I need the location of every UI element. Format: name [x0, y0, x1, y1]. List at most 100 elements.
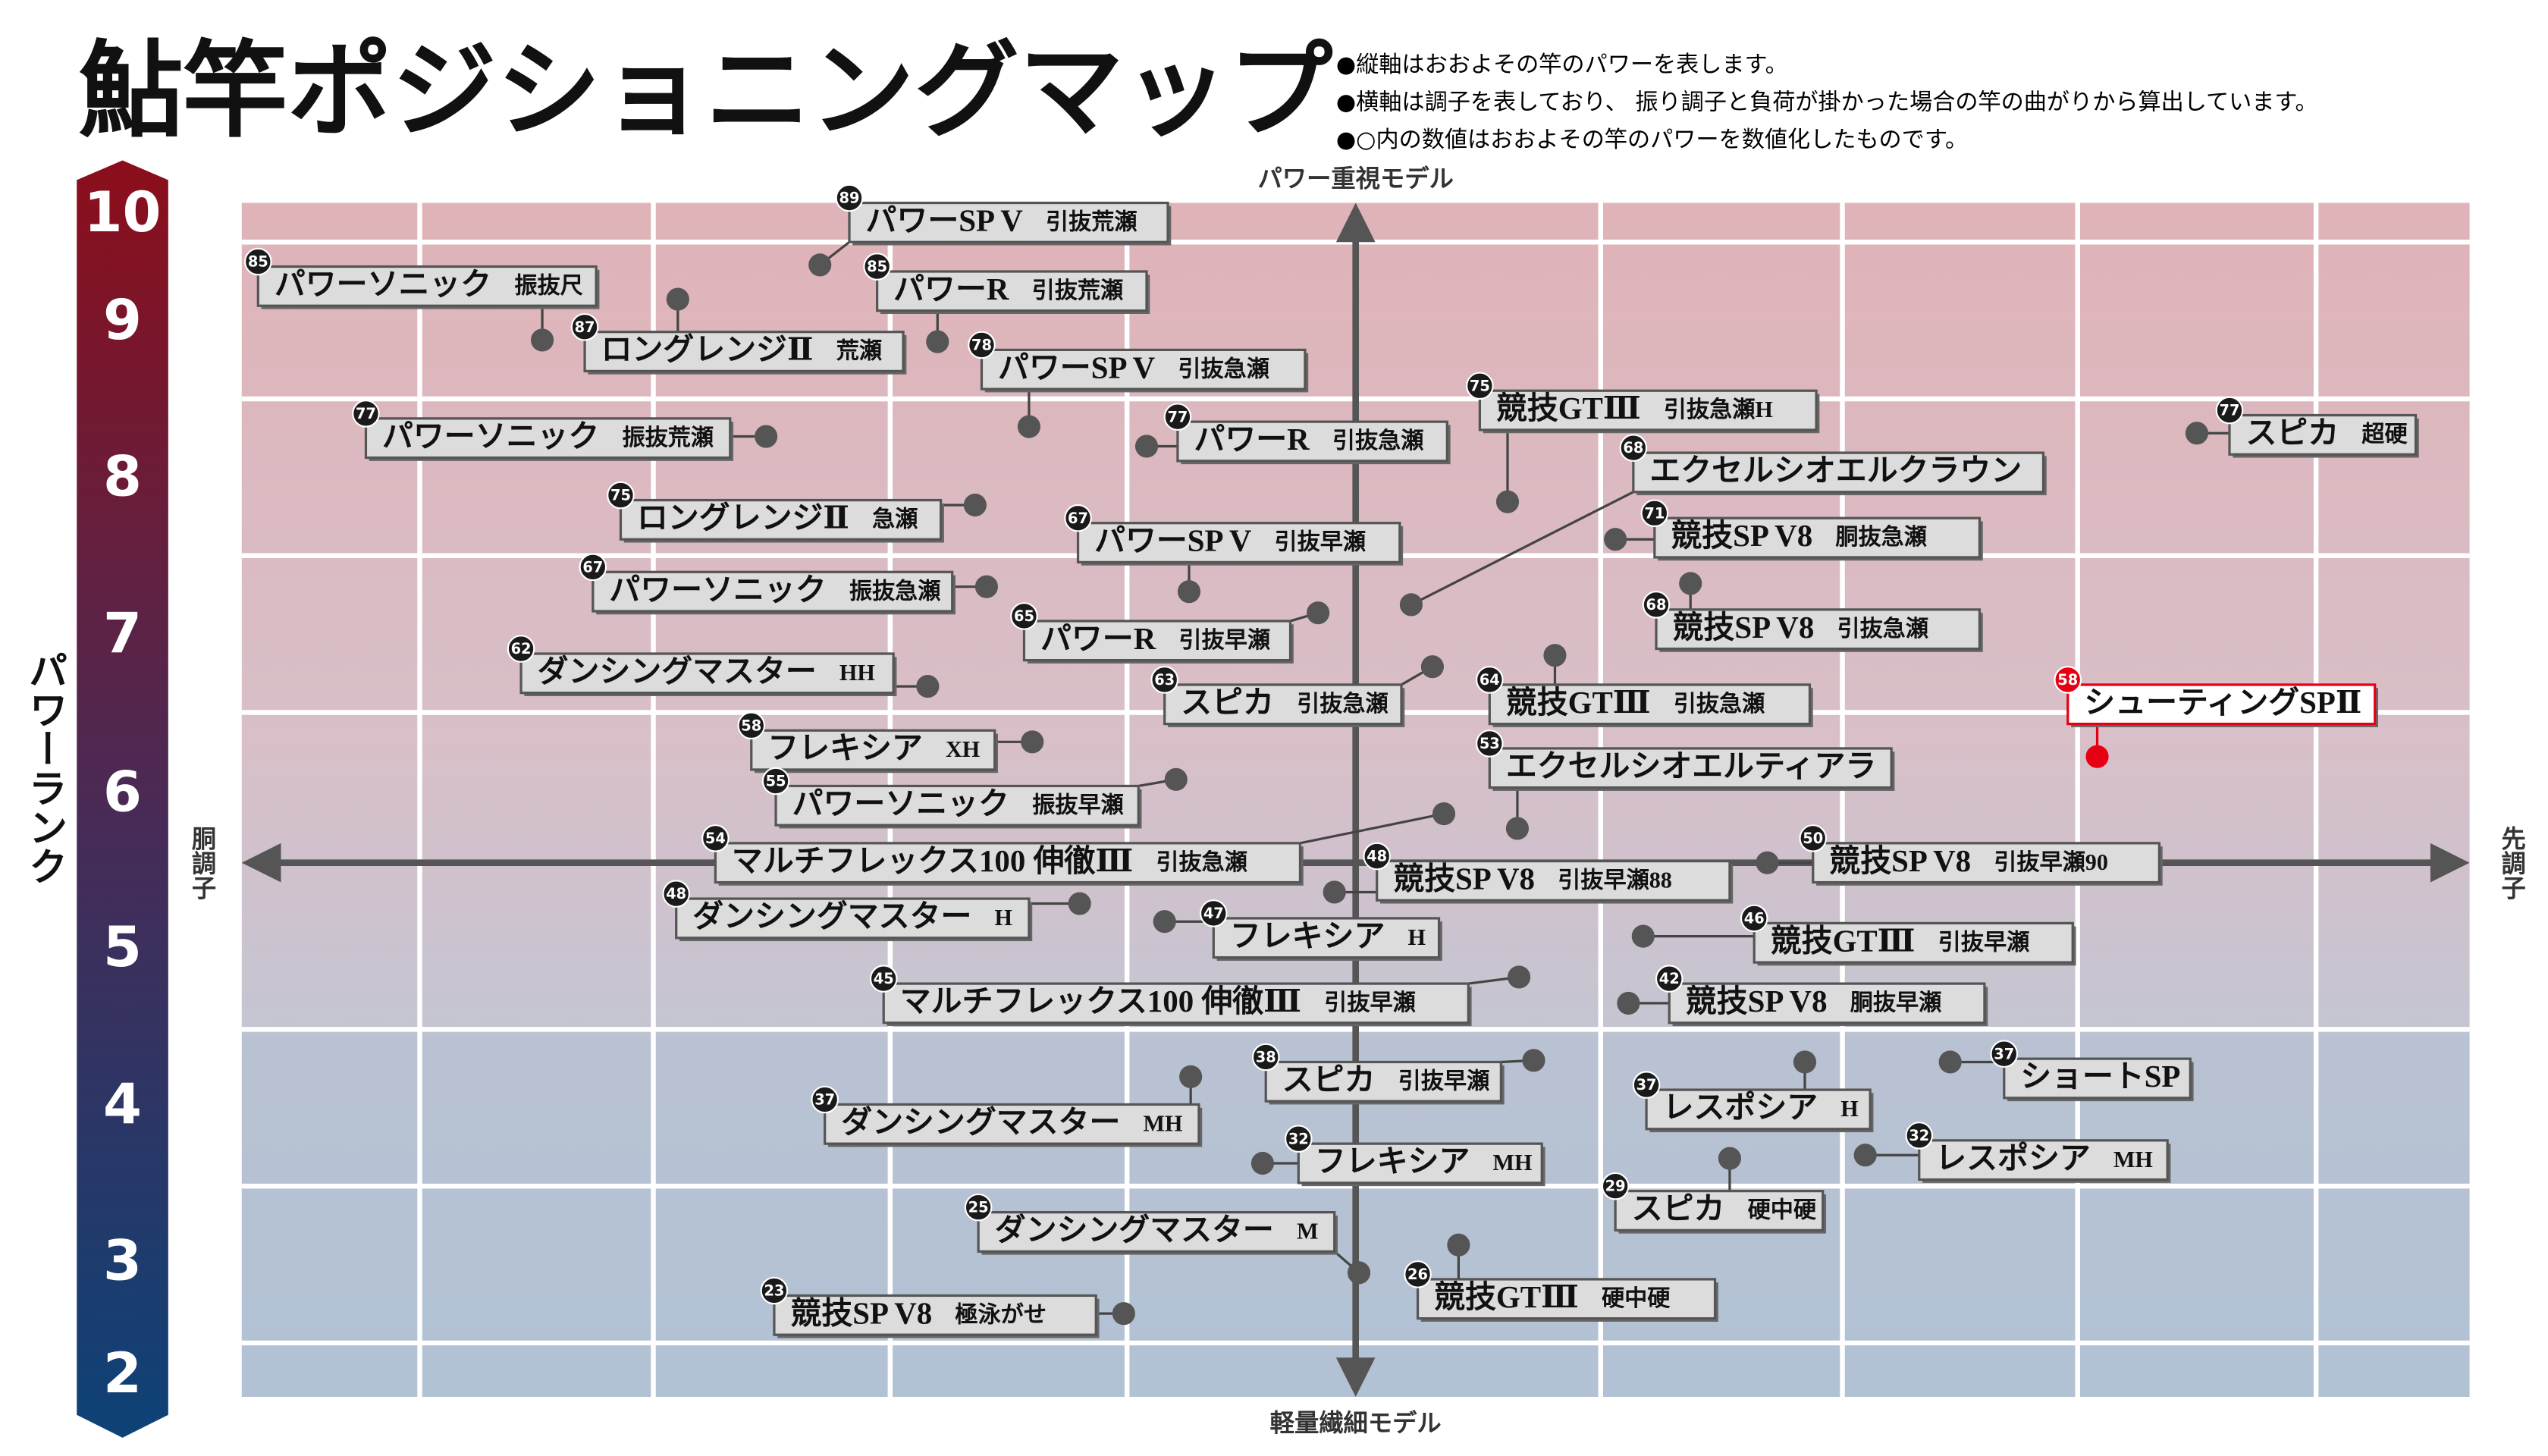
label-box [1416, 1278, 1717, 1320]
product-name: レスポシア [1663, 1090, 1818, 1125]
power-value: 58 [741, 717, 761, 734]
label-box [875, 270, 1148, 312]
product-dot [1323, 880, 1346, 904]
product-label: パワーソニック 振抜荒瀬 [382, 419, 714, 453]
note: ●横軸は調子を表しており、 振り調子と負荷が掛かった場合の竿の曲がりから算出して… [1336, 89, 2318, 116]
label-box [2066, 683, 2377, 726]
product-model: H [1840, 1096, 1858, 1122]
product-label: パワーR 引抜荒瀬 [893, 272, 1123, 306]
product-model: 引抜早瀬 [1274, 529, 1366, 555]
product: 競技GTⅢ 引抜早瀬 46 [1631, 904, 2076, 966]
rank-number: 4 [103, 1072, 142, 1137]
product: パワーSP V 引抜荒瀬 89 [808, 184, 1172, 277]
product-name: スピカ [1632, 1192, 1725, 1226]
product-model: 振抜尺 [514, 272, 582, 298]
product-label: スピカ 引抜急瀬 [1181, 686, 1388, 720]
power-value: 26 [1407, 1266, 1428, 1283]
product: スピカ 引抜急瀬 63 [1150, 655, 1444, 727]
power-badge [1640, 499, 1669, 528]
label-box [1918, 1139, 2169, 1181]
product-name: 競技SP V8 [1671, 519, 1812, 554]
product-dot [1718, 1147, 1741, 1170]
product: パワーSP V 引抜早瀬 67 [1064, 504, 1404, 604]
product-dot [808, 253, 832, 277]
power-value: 89 [839, 190, 860, 207]
rank-number: 2 [103, 1341, 142, 1406]
product: 競技SP V8 引抜急瀬 68 [1642, 572, 1983, 652]
power-value: 68 [1623, 439, 1643, 457]
product-label: エクセルシオエルクラウン [1649, 453, 2022, 488]
power-value: 67 [1068, 510, 1088, 527]
power-value: 68 [1646, 596, 1667, 613]
note: ●縦軸はおおよその竿のパワーを表します。 [1336, 52, 1788, 78]
product-model: MH [1493, 1150, 1533, 1175]
product-label: レスポシア MH [1935, 1141, 2153, 1175]
product-name: パワーR [1040, 622, 1156, 656]
product-dot [1508, 965, 1531, 989]
product: パワーSP V 引抜急瀬 78 [968, 331, 1309, 438]
product-name: フレキシア [767, 732, 923, 766]
connector [1300, 812, 1445, 845]
product-dot [916, 675, 940, 698]
rank-number: 3 [103, 1229, 142, 1294]
label-box [256, 265, 598, 307]
product: パワーソニック 振抜急瀬 67 [579, 553, 998, 615]
power-badge [863, 253, 891, 281]
power-badge [1466, 372, 1494, 400]
product-dot [1250, 1151, 1274, 1175]
power-badge [1990, 1040, 2019, 1068]
product-label: エクセルシオエルティアラ [1506, 749, 1876, 783]
product: 競技SP V8 極泳がせ 23 [760, 1276, 1135, 1338]
product-model: 胴抜早瀬 [1850, 990, 1942, 1015]
product-model: H [1408, 924, 1426, 950]
product-dot [1134, 435, 1159, 458]
product-model: M [1297, 1219, 1318, 1244]
product: エクセルシオエルクラウン 68 [1399, 434, 2047, 617]
product: ダンシングマスター M 25 [964, 1193, 1371, 1285]
product-model: 引抜荒瀬 [1046, 209, 1138, 234]
product-label: パワーR 引抜急瀬 [1194, 423, 1423, 457]
power-badge [1619, 434, 1648, 462]
power-badge [1363, 842, 1391, 871]
product-dot [1307, 601, 1330, 625]
product-name: 競技SP V8 [1673, 610, 1815, 645]
power-badge [760, 1276, 789, 1305]
label-box [980, 348, 1307, 391]
product-dot [531, 328, 554, 352]
product-label: マルチフレックス100 伸徹Ⅲ 引抜急瀬 [732, 844, 1247, 878]
label-box [1655, 608, 1982, 651]
product: フレキシア H 47 [1153, 899, 1442, 961]
product: レスポシア MH 32 [1853, 1122, 2171, 1183]
product-name: フレキシア [1230, 919, 1385, 953]
label-box [750, 729, 996, 771]
product-model: 引抜急瀬 [1332, 428, 1424, 453]
product: ショートSP 37 [1938, 1040, 2194, 1102]
power-badge [2054, 666, 2082, 694]
power-value: 32 [1909, 1127, 1929, 1144]
rank-number: 5 [103, 915, 142, 980]
label-box [1212, 917, 1441, 959]
rank-number: 8 [103, 445, 142, 510]
product: 競技SP V8 引抜早瀬90 50 [1756, 824, 2163, 886]
product-model: 超硬 [2361, 421, 2408, 447]
product-label: パワーSP V 引抜急瀬 [998, 351, 1269, 385]
product: 競技SP V8 引抜早瀬88 48 [1323, 842, 1734, 904]
power-badge [701, 824, 730, 852]
label-box [583, 331, 905, 372]
product: ロングレンジⅡ 荒瀬 87 [570, 287, 907, 375]
product: スピカ 超硬 77 [2185, 396, 2419, 458]
product-label: レスポシア H [1663, 1090, 1859, 1125]
product: フレキシア XH 58 [737, 711, 1044, 774]
product-name: 競技GTⅢ [1506, 686, 1651, 720]
power-badge [964, 1193, 993, 1222]
product-name: ロングレンジⅡ [601, 333, 814, 367]
label-box [1653, 516, 1982, 559]
label-box [1645, 1088, 1872, 1131]
label-box [1632, 451, 2045, 494]
product: パワーR 引抜早瀬 65 [1010, 601, 1330, 664]
product-label: スピカ 超硬 [2246, 416, 2408, 450]
product-dot [963, 493, 987, 517]
power-value: 46 [1744, 910, 1765, 927]
product-dot [2085, 745, 2109, 768]
product-label: パワーSP V 引抜荒瀬 [866, 204, 1138, 238]
